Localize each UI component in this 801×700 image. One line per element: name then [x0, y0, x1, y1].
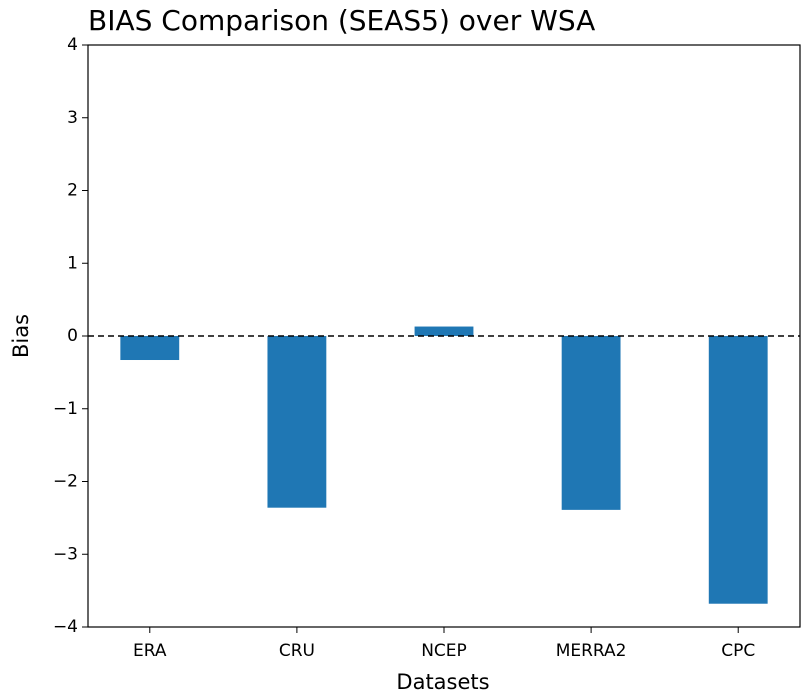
y-tick-label: 2: [67, 181, 78, 201]
bar: [708, 336, 768, 604]
y-tick-label: 0: [67, 326, 78, 346]
y-tick-label: 1: [67, 253, 78, 273]
bar: [267, 336, 327, 508]
y-tick-label: −4: [53, 617, 78, 637]
x-tick-label: CPC: [721, 641, 755, 661]
x-tick-label: MERRA2: [556, 641, 627, 661]
y-tick-label: −1: [53, 399, 78, 419]
y-tick-label: 3: [67, 108, 78, 128]
y-axis-label: Bias: [9, 314, 33, 358]
bar: [120, 336, 180, 361]
chart-title: BIAS Comparison (SEAS5) over WSA: [88, 4, 595, 37]
y-tick-label: −2: [53, 472, 78, 492]
x-tick-label: NCEP: [421, 641, 467, 661]
plot-frame: [87, 44, 801, 628]
y-tick-label: −3: [53, 544, 78, 564]
bar: [414, 326, 474, 336]
x-axis-label: Datasets: [396, 670, 489, 694]
x-tick-label: ERA: [133, 641, 167, 661]
bar: [561, 336, 621, 510]
y-tick-label: 4: [67, 35, 78, 55]
x-tick-label: CRU: [279, 641, 315, 661]
